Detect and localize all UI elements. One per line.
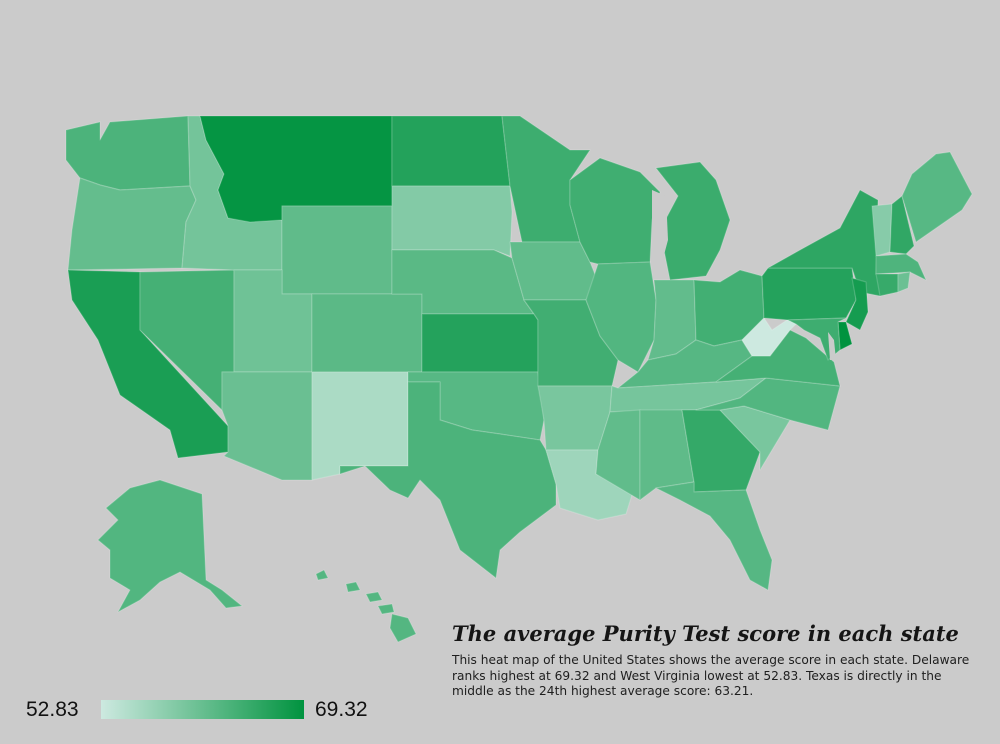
state-oregon[interactable] [67,177,197,271]
state-texas[interactable] [339,381,557,579]
state-new-jersey[interactable] [845,277,869,331]
state-new-hampshire[interactable] [889,195,915,255]
chesapeake-bay [828,332,836,360]
map-caption: The average Purity Test score in each st… [452,622,972,700]
state-south-dakota[interactable] [391,185,513,257]
state-wisconsin[interactable] [569,157,661,265]
state-maine[interactable] [901,151,973,243]
state-kansas[interactable] [421,313,539,373]
legend-gradient-bar [101,700,304,719]
state-new-mexico[interactable] [311,371,409,481]
state-colorado[interactable] [311,293,423,373]
state-pennsylvania[interactable] [761,267,857,321]
legend-max-label: 69.32 [315,698,368,721]
state-hawaii[interactable] [315,569,417,643]
state-vermont[interactable] [871,203,893,257]
state-connecticut[interactable] [875,273,899,297]
state-alaska[interactable] [97,479,243,613]
state-mississippi[interactable] [595,409,641,501]
state-florida[interactable] [655,481,773,591]
state-arizona[interactable] [221,371,313,481]
state-washington[interactable] [65,115,191,191]
state-rhode-island[interactable] [897,271,911,293]
caption-body: This heat map of the United States shows… [452,653,970,699]
legend-min-label: 52.83 [26,698,79,721]
state-michigan[interactable] [655,161,731,281]
lake-michigan [652,190,668,270]
state-north-dakota[interactable] [391,115,511,187]
state-wyoming[interactable] [281,205,393,295]
caption-title: The average Purity Test score in each st… [452,621,959,646]
